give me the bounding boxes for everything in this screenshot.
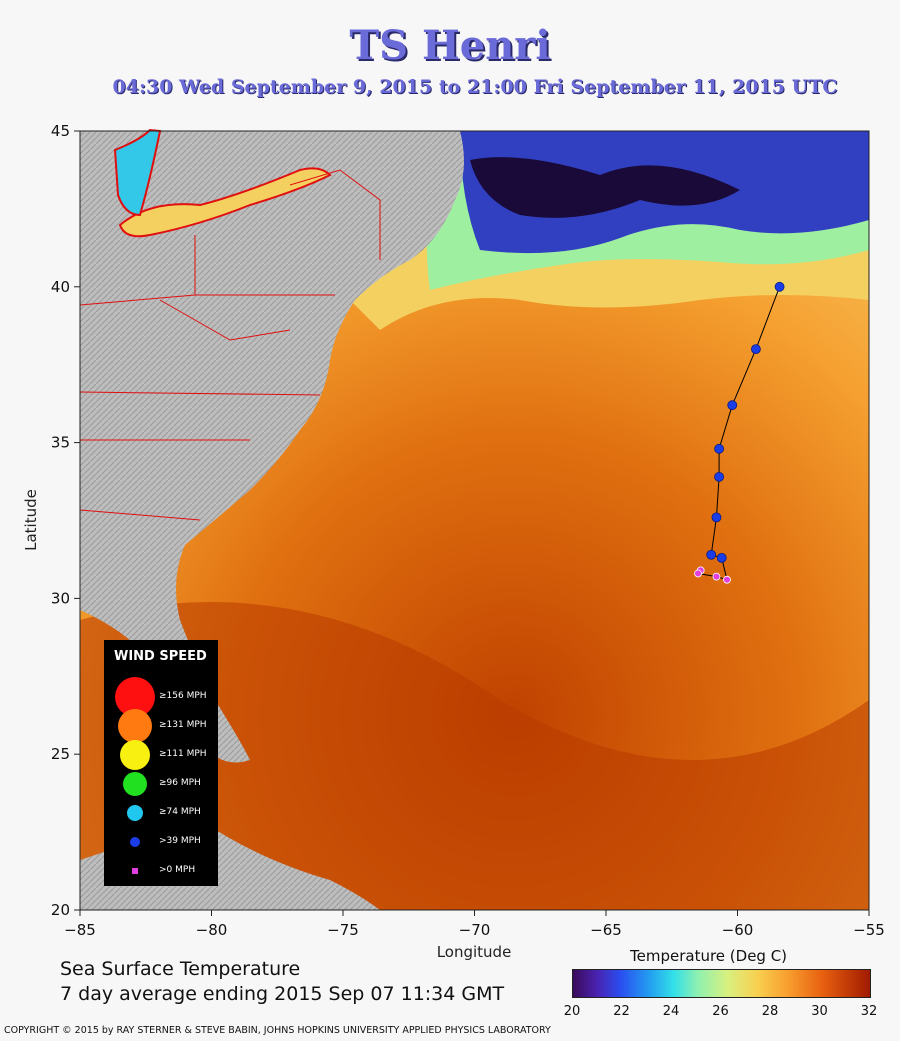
copyright-notice: COPYRIGHT © 2015 by RAY STERNER & STEVE … [4, 1025, 551, 1036]
track-point [714, 471, 724, 482]
y-tick-label: 25 [51, 745, 70, 763]
colorbar-tick-label: 20 [563, 1004, 581, 1019]
state-boundaries [79, 169, 381, 521]
track-point [712, 572, 721, 581]
legend-label: >0 MPH [159, 865, 196, 875]
legend-label: ≥74 MPH [159, 807, 201, 817]
x-tick-label: −80 [196, 921, 228, 939]
y-tick-label: 45 [51, 122, 70, 140]
lake-erie [113, 128, 162, 217]
colorbar-tick-label: 32 [860, 1004, 878, 1019]
time-range-subtitle: 04:30 Wed September 9, 2015 to 21:00 Fri… [112, 76, 838, 98]
y-tick-label: 40 [51, 278, 70, 296]
track-point [727, 400, 738, 411]
colorbar-title: Temperature (Deg C) [630, 947, 788, 965]
colorbar-tick-label: 28 [761, 1004, 779, 1019]
x-tick-label: −65 [590, 921, 622, 939]
y-axis-label: Latitude [22, 489, 40, 551]
y-tick-label: 30 [51, 589, 70, 607]
x-tick-label: −55 [853, 921, 885, 939]
y-tick-label: 35 [51, 434, 70, 452]
track-point [706, 549, 717, 560]
x-tick-label: −70 [459, 921, 491, 939]
track-point [716, 552, 727, 563]
legend-label: >39 MPH [159, 836, 201, 846]
legend-label: ≥96 MPH [159, 778, 201, 788]
track-point [774, 281, 785, 292]
legend-label: ≥131 MPH [159, 720, 207, 730]
legend-swatch [132, 868, 138, 874]
colorbar-tick-label: 24 [662, 1004, 680, 1019]
colorbar-tick-label: 30 [811, 1004, 828, 1019]
colorbar-tick-label: 26 [712, 1004, 729, 1019]
storm-track-points [694, 281, 785, 584]
x-tick-label: −75 [327, 921, 359, 939]
y-axis-ticks: 20 25 30 35 40 45 [51, 122, 80, 919]
track-point [751, 344, 761, 355]
legend-label: ≥156 MPH [159, 691, 207, 701]
colorbar-tick-label: 22 [613, 1004, 630, 1019]
x-axis-label: Longitude [437, 943, 512, 961]
x-axis-ticks: −85 −80 −75 −70 −65 −60 −55 [64, 910, 885, 939]
track-point [711, 512, 722, 523]
warm-water-region [80, 602, 869, 910]
legend-title: WIND SPEED [114, 649, 207, 664]
track-point [723, 575, 731, 584]
legend-swatch [118, 709, 152, 743]
legend-swatch [130, 837, 140, 847]
caption-line-1: Sea Surface Temperature [60, 958, 301, 980]
legend-label: ≥111 MPH [159, 749, 207, 759]
north-america-land [80, 131, 464, 763]
legend-swatch [127, 805, 143, 821]
legend-swatch [123, 772, 147, 796]
x-tick-label: −85 [64, 921, 96, 939]
track-point [714, 443, 724, 454]
deep-cold-water [470, 157, 740, 218]
track-point [694, 569, 702, 578]
x-tick-label: −60 [722, 921, 754, 939]
wind-speed-legend: WIND SPEED ≥156 MPH ≥131 MPH ≥111 MPH ≥96 M… [104, 640, 218, 886]
y-tick-label: 20 [51, 901, 70, 919]
legend-swatch [120, 740, 150, 770]
great-lakes [118, 167, 332, 238]
map-title: TS Henri [349, 22, 551, 69]
temperature-colorbar [572, 969, 871, 998]
caption-line-2: 7 day average ending 2015 Sep 07 11:34 G… [60, 983, 505, 1005]
